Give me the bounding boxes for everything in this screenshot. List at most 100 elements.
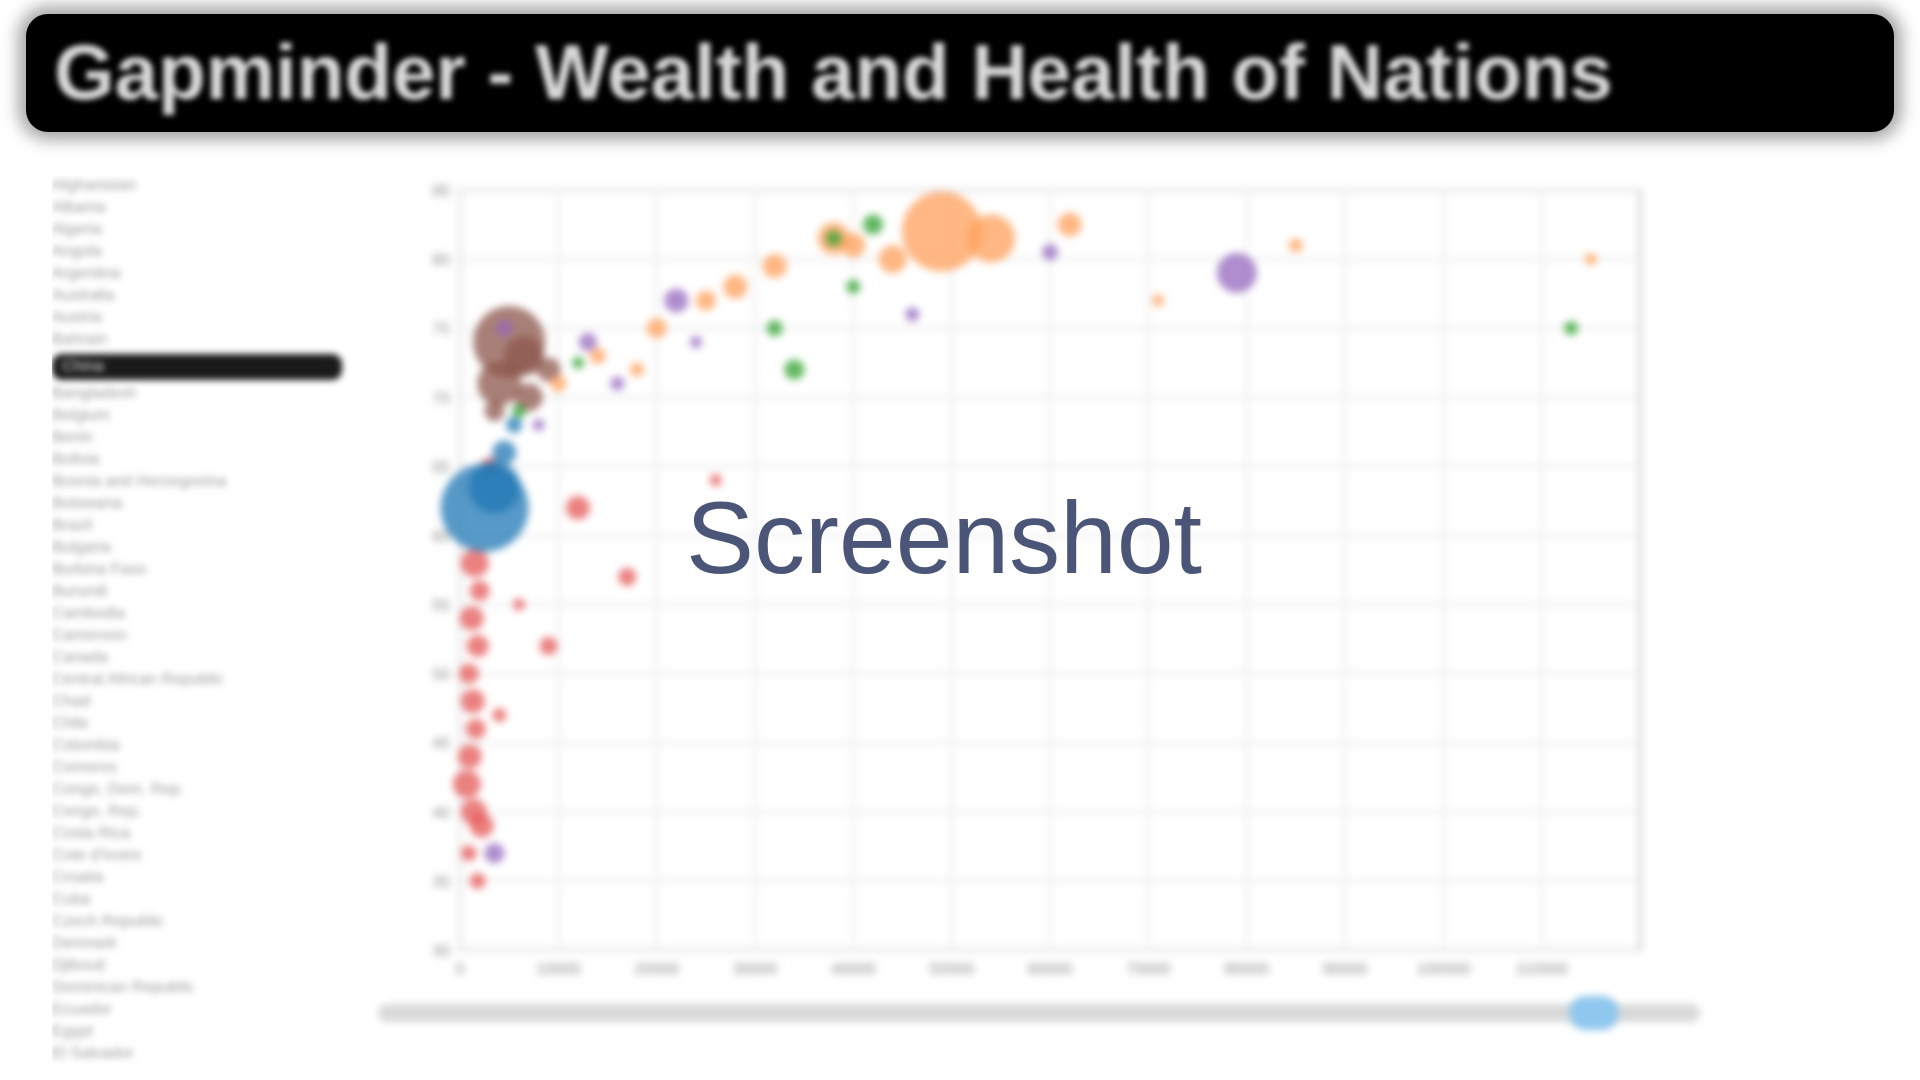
country-item[interactable]: Bahrain — [52, 331, 108, 348]
country-item[interactable]: Cuba — [52, 891, 91, 908]
chart-svg[interactable]: 30 35 40 45 50 55 60 65 70 75 80 85 0 10000 20000 30000… — [390, 140, 1770, 1030]
data-point[interactable] — [905, 307, 920, 322]
data-point[interactable] — [589, 347, 606, 364]
country-item[interactable]: Bulgaria — [52, 539, 111, 556]
data-point[interactable] — [1584, 253, 1597, 266]
country-item[interactable]: Costa Rica — [52, 825, 131, 842]
data-point[interactable] — [492, 440, 517, 465]
country-item[interactable]: Colombia — [52, 737, 120, 754]
data-point[interactable] — [457, 744, 482, 769]
data-point[interactable] — [460, 549, 489, 578]
data-point[interactable] — [709, 474, 722, 487]
data-point[interactable] — [762, 254, 787, 278]
country-item[interactable]: Djibouti — [52, 957, 106, 974]
data-point[interactable] — [469, 872, 486, 889]
data-point[interactable] — [610, 376, 625, 391]
country-item[interactable]: Afghanistan — [52, 177, 137, 194]
data-point[interactable] — [1216, 252, 1257, 293]
data-point[interactable] — [492, 708, 507, 723]
country-item[interactable]: Dominican Republic — [52, 979, 195, 996]
data-point[interactable] — [536, 357, 561, 382]
country-item[interactable]: Angola — [52, 243, 102, 260]
country-item[interactable]: Bolivia — [52, 451, 100, 468]
country-item[interactable]: Burundi — [52, 583, 108, 600]
data-point[interactable] — [967, 214, 1015, 263]
data-point[interactable] — [465, 718, 486, 739]
data-point[interactable] — [539, 637, 558, 655]
country-item[interactable]: Bangladesh — [52, 385, 137, 402]
country-item[interactable]: Chad — [52, 693, 91, 710]
data-point[interactable] — [460, 689, 485, 714]
data-point[interactable] — [766, 320, 783, 337]
data-point[interactable] — [863, 214, 883, 235]
country-item[interactable]: Brazil — [52, 517, 93, 534]
country-item[interactable]: Comoros — [52, 759, 117, 776]
country-item[interactable]: Belgium — [52, 407, 110, 424]
country-item[interactable]: Bosnia and Herzegovina — [52, 473, 227, 490]
data-point[interactable] — [460, 845, 477, 862]
data-point[interactable] — [695, 290, 716, 311]
data-point[interactable] — [496, 320, 513, 337]
country-item[interactable]: Burkina Faso — [52, 561, 147, 578]
country-item[interactable]: Cambodia — [52, 605, 125, 622]
country-item[interactable]: Cameroon — [52, 627, 127, 644]
country-item[interactable]: Albania — [52, 199, 106, 216]
country-item[interactable]: Botswana — [52, 495, 123, 512]
data-point[interactable] — [459, 606, 484, 631]
country-item[interactable]: Argentina — [52, 265, 121, 282]
country-item[interactable]: Denmark — [52, 935, 117, 952]
country-list[interactable]: Afghanistan Albania Algeria Angola Argentina… — [52, 176, 352, 1080]
data-point[interactable] — [572, 356, 584, 369]
data-point[interactable] — [846, 279, 861, 294]
data-point[interactable] — [630, 362, 644, 377]
country-item[interactable]: Benin — [52, 429, 93, 446]
year-slider-thumb[interactable] — [1569, 996, 1620, 1030]
data-point[interactable] — [1152, 294, 1165, 307]
country-item[interactable]: Chile — [52, 715, 89, 732]
year-slider-track[interactable] — [378, 1004, 1700, 1022]
data-point[interactable] — [618, 567, 637, 586]
country-item[interactable]: Egypt — [52, 1023, 93, 1040]
data-point[interactable] — [1057, 212, 1082, 237]
country-item[interactable]: Central African Republic — [52, 671, 224, 688]
country-item[interactable]: Australia — [52, 287, 115, 304]
bubble-chart[interactable]: 30 35 40 45 50 55 60 65 70 75 80 85 0 10000 20000 30000… — [390, 140, 1770, 1030]
country-item[interactable]: Austria — [52, 309, 102, 326]
data-point[interactable] — [690, 336, 702, 348]
data-point[interactable] — [901, 191, 982, 272]
data-point[interactable] — [452, 770, 481, 799]
data-point[interactable] — [1042, 244, 1058, 261]
data-point[interactable] — [513, 598, 525, 611]
data-point[interactable] — [723, 274, 748, 299]
data-point[interactable] — [477, 361, 522, 406]
country-item[interactable]: Czech Republic — [52, 913, 165, 930]
data-point[interactable] — [468, 461, 521, 514]
country-item[interactable]: Croatia — [52, 869, 104, 886]
data-point[interactable] — [466, 635, 489, 657]
data-point[interactable] — [514, 383, 543, 412]
country-item[interactable]: Canada — [52, 649, 109, 666]
country-item[interactable]: Cote d'Ivoire — [52, 847, 142, 864]
country-item[interactable]: Ecuador — [52, 1001, 112, 1018]
data-point[interactable] — [878, 245, 907, 274]
data-point[interactable] — [1288, 238, 1303, 253]
data-point[interactable] — [784, 359, 805, 380]
country-item[interactable]: Congo, Dem. Rep. — [52, 781, 185, 798]
data-point[interactable] — [1564, 321, 1579, 336]
data-point[interactable] — [506, 416, 523, 433]
country-item[interactable]: Algeria — [52, 221, 102, 238]
data-point[interactable] — [578, 333, 597, 351]
data-point[interactable] — [825, 230, 842, 247]
data-point[interactable] — [566, 495, 590, 520]
data-point[interactable] — [664, 288, 689, 313]
data-point[interactable] — [469, 580, 490, 601]
data-point[interactable] — [484, 843, 505, 864]
data-point[interactable] — [503, 335, 544, 376]
data-point[interactable] — [484, 401, 505, 422]
data-point[interactable] — [550, 375, 567, 392]
country-item[interactable]: Congo, Rep. — [52, 803, 142, 820]
country-item[interactable]: El Salvador — [52, 1045, 134, 1062]
data-point[interactable] — [458, 663, 479, 684]
country-item[interactable]: China — [52, 354, 342, 380]
data-point[interactable] — [469, 813, 494, 838]
